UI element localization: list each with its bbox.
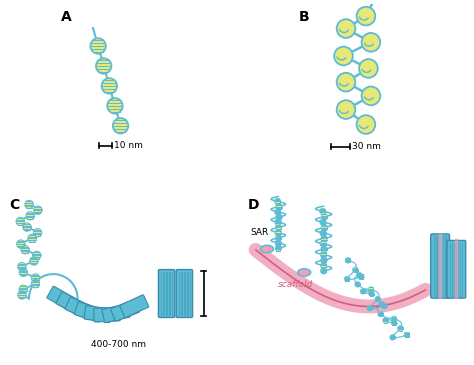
Circle shape [362, 87, 380, 105]
Ellipse shape [298, 269, 310, 276]
Text: scaffold: scaffold [278, 280, 313, 289]
FancyBboxPatch shape [431, 234, 449, 298]
FancyBboxPatch shape [102, 304, 130, 323]
Text: A: A [61, 10, 72, 24]
Circle shape [274, 198, 281, 204]
Circle shape [275, 224, 282, 231]
Circle shape [362, 33, 380, 51]
Circle shape [96, 58, 111, 74]
FancyBboxPatch shape [74, 302, 103, 322]
Circle shape [321, 246, 327, 252]
Circle shape [28, 234, 36, 243]
Circle shape [275, 245, 282, 251]
Circle shape [30, 257, 38, 265]
Circle shape [378, 311, 383, 316]
Circle shape [19, 268, 27, 277]
Circle shape [359, 59, 378, 78]
Circle shape [355, 282, 360, 287]
Circle shape [320, 219, 326, 225]
Circle shape [33, 251, 41, 260]
Circle shape [356, 272, 362, 278]
Circle shape [275, 230, 281, 236]
Circle shape [375, 296, 381, 302]
Ellipse shape [261, 245, 273, 253]
Circle shape [321, 224, 328, 231]
Circle shape [113, 118, 128, 134]
FancyBboxPatch shape [447, 241, 465, 298]
Circle shape [392, 320, 397, 326]
Circle shape [321, 257, 327, 263]
Circle shape [334, 47, 353, 65]
Circle shape [31, 274, 40, 282]
Circle shape [360, 289, 366, 294]
Circle shape [91, 38, 106, 54]
Circle shape [275, 235, 282, 241]
Circle shape [358, 274, 364, 280]
FancyBboxPatch shape [47, 286, 76, 311]
Circle shape [353, 267, 358, 272]
Circle shape [404, 332, 410, 338]
Circle shape [18, 262, 26, 271]
Circle shape [274, 209, 281, 215]
Circle shape [34, 206, 42, 214]
Circle shape [369, 291, 374, 296]
Circle shape [16, 217, 25, 226]
Text: D: D [247, 198, 259, 212]
Circle shape [320, 268, 327, 274]
FancyBboxPatch shape [65, 297, 94, 320]
Circle shape [276, 214, 282, 220]
Circle shape [25, 200, 33, 209]
Circle shape [367, 306, 373, 311]
Circle shape [381, 303, 387, 309]
Circle shape [383, 318, 388, 323]
Circle shape [321, 235, 327, 242]
Circle shape [337, 73, 356, 92]
FancyBboxPatch shape [158, 270, 175, 318]
FancyBboxPatch shape [120, 295, 149, 318]
Circle shape [368, 287, 374, 292]
Circle shape [107, 98, 123, 114]
Text: 10 nm: 10 nm [114, 141, 143, 150]
Circle shape [275, 240, 281, 246]
Circle shape [344, 276, 350, 282]
Circle shape [379, 301, 384, 307]
Text: SAR: SAR [251, 228, 269, 237]
Circle shape [337, 100, 356, 119]
Circle shape [23, 223, 31, 231]
FancyBboxPatch shape [56, 292, 85, 316]
Circle shape [356, 115, 375, 134]
Circle shape [320, 241, 326, 247]
Circle shape [390, 335, 395, 340]
Circle shape [320, 251, 327, 258]
Circle shape [26, 212, 34, 220]
Text: B: B [299, 10, 309, 24]
FancyBboxPatch shape [176, 270, 192, 318]
Circle shape [356, 7, 375, 26]
Circle shape [101, 78, 117, 94]
FancyBboxPatch shape [93, 307, 120, 322]
Text: 400-700 nm: 400-700 nm [91, 340, 146, 349]
Circle shape [398, 326, 403, 331]
Circle shape [345, 258, 351, 263]
Circle shape [321, 214, 328, 220]
Circle shape [31, 280, 40, 288]
FancyBboxPatch shape [111, 300, 139, 321]
Circle shape [276, 204, 282, 210]
FancyBboxPatch shape [84, 306, 111, 323]
Circle shape [19, 285, 27, 293]
Text: C: C [9, 198, 20, 212]
Text: 30 nm: 30 nm [352, 142, 381, 151]
Circle shape [17, 240, 25, 248]
Circle shape [320, 262, 327, 269]
Circle shape [275, 219, 281, 225]
Circle shape [337, 19, 356, 38]
Circle shape [18, 291, 26, 299]
Circle shape [391, 316, 397, 322]
Circle shape [33, 228, 42, 237]
Circle shape [21, 246, 29, 254]
Circle shape [319, 208, 326, 214]
Circle shape [320, 230, 326, 236]
